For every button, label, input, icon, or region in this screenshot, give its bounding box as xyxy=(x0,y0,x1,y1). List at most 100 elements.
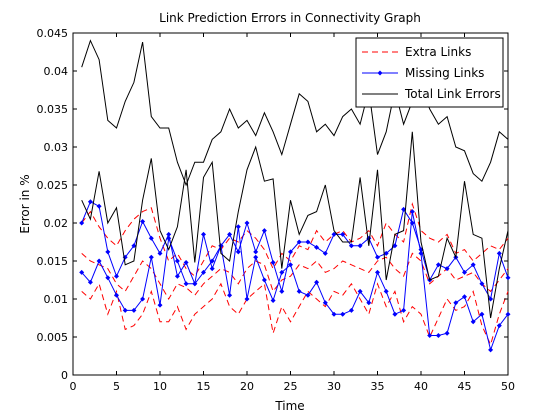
data-point-missing-links xyxy=(105,275,111,281)
data-point-missing-links xyxy=(87,199,93,205)
data-point-missing-links xyxy=(488,347,494,353)
legend-marker-missing-links xyxy=(377,70,383,76)
data-point-missing-links xyxy=(435,262,441,268)
data-point-missing-links xyxy=(296,288,302,294)
data-point-missing-links xyxy=(366,300,372,306)
data-point-missing-links xyxy=(427,332,433,338)
data-point-missing-links xyxy=(331,231,337,237)
data-point-missing-links xyxy=(201,231,206,237)
data-point-missing-links xyxy=(140,218,146,224)
data-point-missing-links xyxy=(244,296,250,302)
data-point-missing-links xyxy=(314,279,320,285)
data-point-missing-links xyxy=(340,231,346,237)
data-point-missing-links xyxy=(479,311,485,317)
series-line-missing-links xyxy=(81,201,509,301)
data-point-missing-links xyxy=(383,250,389,256)
data-point-missing-links xyxy=(131,307,137,313)
data-point-missing-links xyxy=(392,243,398,249)
data-point-missing-links xyxy=(288,249,293,255)
data-point-missing-links xyxy=(79,269,85,275)
data-point-missing-links xyxy=(314,244,320,250)
data-point-missing-links xyxy=(270,298,276,304)
data-point-missing-links xyxy=(462,269,467,275)
data-point-missing-links xyxy=(479,281,485,287)
y-tick-label: 0.02 xyxy=(44,217,69,230)
data-point-missing-links xyxy=(357,243,363,249)
data-point-missing-links xyxy=(470,319,476,325)
data-point-missing-links xyxy=(131,243,137,249)
x-tick-label: 25 xyxy=(284,380,298,393)
y-tick-label: 0.03 xyxy=(44,141,69,154)
data-point-missing-links xyxy=(409,209,415,215)
data-point-missing-links xyxy=(383,288,389,294)
data-point-missing-links xyxy=(462,294,467,300)
data-point-missing-links xyxy=(496,323,502,329)
data-point-missing-links xyxy=(444,330,450,336)
y-tick-label: 0.035 xyxy=(37,103,69,116)
data-point-missing-links xyxy=(183,281,189,287)
data-point-missing-links xyxy=(105,249,111,255)
data-point-missing-links xyxy=(470,262,476,268)
data-point-missing-links xyxy=(305,292,311,298)
x-tick-label: 20 xyxy=(240,380,254,393)
legend-label-missing-links: Missing Links xyxy=(405,66,484,80)
legend-label-total-link-errors: Total Link Errors xyxy=(404,87,501,101)
data-point-missing-links xyxy=(496,250,502,256)
legend-label-extra-links: Extra Links xyxy=(405,45,471,59)
series-line-extra-links xyxy=(81,282,509,347)
data-point-missing-links xyxy=(348,307,354,313)
y-tick-label: 0.01 xyxy=(44,293,69,306)
data-point-missing-links xyxy=(174,273,180,279)
series-line-total-link-errors xyxy=(81,131,509,319)
data-point-missing-links xyxy=(357,288,363,294)
x-tick-label: 30 xyxy=(327,380,341,393)
data-point-missing-links xyxy=(166,231,172,237)
x-tick-label: 35 xyxy=(371,380,385,393)
x-tick-label: 15 xyxy=(197,380,211,393)
data-point-missing-links xyxy=(174,258,180,264)
data-point-missing-links xyxy=(244,220,250,226)
data-point-missing-links xyxy=(340,311,346,317)
data-point-missing-links xyxy=(375,254,380,260)
data-point-missing-links xyxy=(488,296,494,302)
data-point-missing-links xyxy=(114,273,119,279)
x-tick-label: 5 xyxy=(113,380,120,393)
data-point-missing-links xyxy=(270,260,276,266)
data-point-missing-links xyxy=(253,249,259,255)
data-point-missing-links xyxy=(392,311,398,317)
data-point-missing-links xyxy=(253,254,259,260)
data-point-missing-links xyxy=(79,220,85,226)
data-point-missing-links xyxy=(140,296,146,302)
y-tick-label: 0.025 xyxy=(37,179,69,192)
data-point-missing-links xyxy=(401,307,407,313)
x-tick-label: 50 xyxy=(501,380,515,393)
data-point-missing-links xyxy=(279,269,285,275)
data-point-missing-links xyxy=(87,279,93,285)
data-point-missing-links xyxy=(148,235,154,241)
x-axis-label: Time xyxy=(274,399,304,413)
series-layer xyxy=(79,39,511,353)
data-point-missing-links xyxy=(348,243,354,249)
data-point-missing-links xyxy=(157,302,163,308)
data-point-missing-links xyxy=(192,281,198,287)
data-point-missing-links xyxy=(201,269,206,275)
data-point-missing-links xyxy=(114,292,119,298)
data-point-missing-links xyxy=(96,203,102,209)
y-tick-label: 0.005 xyxy=(37,331,69,344)
x-tick-label: 40 xyxy=(414,380,428,393)
data-point-missing-links xyxy=(322,250,328,256)
data-point-missing-links xyxy=(279,288,285,294)
series-line-extra-links xyxy=(81,252,509,301)
data-point-missing-links xyxy=(96,258,102,264)
data-point-missing-links xyxy=(435,332,441,338)
chart-title: Link Prediction Errors in Connectivity G… xyxy=(159,11,421,25)
y-tick-label: 0.015 xyxy=(37,255,69,268)
data-point-missing-links xyxy=(261,228,267,234)
data-point-missing-links xyxy=(261,277,267,283)
data-point-missing-links xyxy=(305,239,311,245)
data-point-missing-links xyxy=(401,206,407,212)
data-point-missing-links xyxy=(227,231,233,237)
data-point-missing-links xyxy=(122,307,128,313)
data-point-missing-links xyxy=(227,292,233,298)
